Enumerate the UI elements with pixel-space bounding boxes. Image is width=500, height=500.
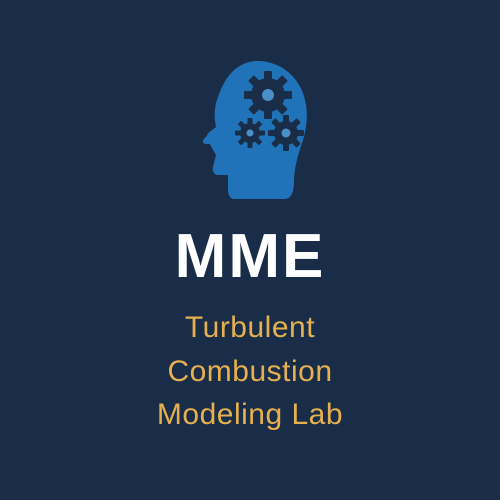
main-title: MME	[175, 221, 326, 292]
subtitle-line-3: Modeling Lab	[157, 393, 343, 437]
subtitle-line-1: Turbulent	[157, 306, 343, 350]
subtitle: Turbulent Combustion Modeling Lab	[157, 306, 343, 437]
subtitle-line-2: Combustion	[157, 350, 343, 394]
head-gears-icon	[180, 53, 320, 203]
head-gears-logo	[180, 53, 320, 203]
